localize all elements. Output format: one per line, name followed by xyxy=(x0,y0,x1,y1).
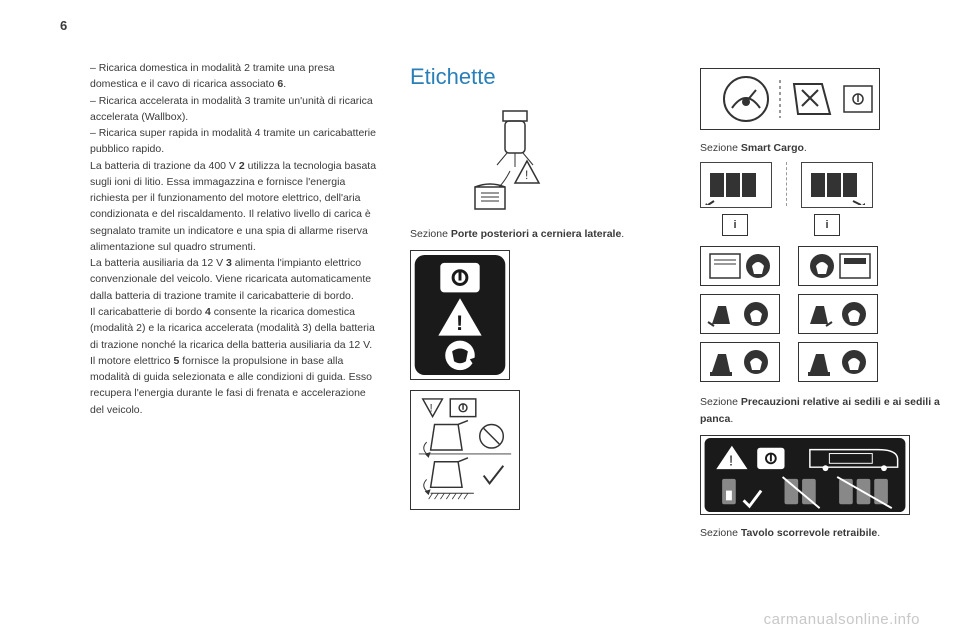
watermark: carmanualsonline.info xyxy=(764,611,920,628)
text: Sezione xyxy=(410,228,451,240)
text: utilizza la tecnologia basata sugli ioni… xyxy=(90,160,376,253)
seat-icon xyxy=(805,165,869,205)
svg-text:!: ! xyxy=(525,168,528,182)
cell-5 xyxy=(700,342,780,382)
text: Il caricabatterie di bordo xyxy=(90,306,205,318)
text: Sezione xyxy=(700,142,741,154)
bold-text: Smart Cargo xyxy=(741,142,804,154)
text: . xyxy=(804,142,807,154)
section-heading: Etichette xyxy=(410,60,670,94)
divider xyxy=(786,162,787,206)
para-4: La batteria di trazione da 400 V 2 utili… xyxy=(90,158,380,256)
warning-label-icon: ! xyxy=(410,251,510,379)
seat-pair-icon xyxy=(802,344,874,380)
text: . xyxy=(877,527,880,539)
seat-pair-icon xyxy=(704,296,776,332)
text: La batteria di trazione da 400 V xyxy=(90,160,239,172)
text: Il motore elettrico xyxy=(90,355,173,367)
para-6: Il caricabatterie di bordo 4 consente la… xyxy=(90,304,380,353)
para-2: – Ricarica accelerata in modalità 3 tram… xyxy=(90,93,380,126)
text: . xyxy=(621,228,624,240)
text: Sezione xyxy=(700,527,741,539)
para-1: – Ricarica domestica in modalità 2 trami… xyxy=(90,60,380,93)
seat-icon xyxy=(704,165,768,205)
figure-table-slide: ! xyxy=(700,435,910,515)
text: Sezione xyxy=(700,396,741,408)
figure-black-label: ! xyxy=(410,250,510,380)
column-right: Sezione Smart Cargo. xyxy=(700,60,950,547)
para-7: Il motore elettrico 5 fornisce la propul… xyxy=(90,353,380,418)
book-icon: i xyxy=(814,214,840,236)
svg-text:!: ! xyxy=(729,453,733,469)
para-5: La batteria ausiliaria da 12 V 3 aliment… xyxy=(90,255,380,304)
page-number: 6 xyxy=(60,18,67,33)
caption-doors: Sezione Porte posteriori a cerniera late… xyxy=(410,226,670,242)
seat-row-1 xyxy=(700,162,950,208)
table-label-icon: ! xyxy=(700,436,910,514)
text: . xyxy=(730,413,733,425)
svg-text:!: ! xyxy=(456,310,463,335)
book-row: i i xyxy=(718,214,950,236)
cell-4 xyxy=(798,294,878,334)
bold-text: Porte posteriori a cerniera laterale xyxy=(451,228,621,240)
seat-rear-right xyxy=(801,162,873,208)
seat-rear-left xyxy=(700,162,772,208)
seat-pair-icon xyxy=(704,344,776,380)
column-middle: Etichette ! Sezione Porte posteriori a c… xyxy=(410,60,670,547)
cell-1 xyxy=(700,246,780,286)
seat-fold-icon: ! xyxy=(414,395,516,505)
cell-3 xyxy=(700,294,780,334)
book-icon: i xyxy=(722,214,748,236)
figure-smart-cargo xyxy=(700,68,880,130)
figure-bottle: ! xyxy=(450,106,580,216)
seat-pair-icon xyxy=(802,296,874,332)
caption-precautions: Sezione Precauzioni relative ai sedili e… xyxy=(700,394,950,427)
seat-precaution-grid xyxy=(700,246,950,382)
cell-2 xyxy=(798,246,878,286)
seat-pair-icon xyxy=(704,248,776,284)
bold-text: Tavolo scorrevole retraibile xyxy=(741,527,877,539)
caption-smart-cargo: Sezione Smart Cargo. xyxy=(700,140,950,156)
para-3: – Ricarica super rapida in modalità 4 tr… xyxy=(90,125,380,158)
svg-text:!: ! xyxy=(430,403,433,415)
bottle-warning-icon: ! xyxy=(455,109,575,214)
text: – Ricarica domestica in modalità 2 trami… xyxy=(90,62,335,90)
caption-table: Sezione Tavolo scorrevole retraibile. xyxy=(700,525,950,541)
page-content: – Ricarica domestica in modalità 2 trami… xyxy=(0,0,960,547)
cell-6 xyxy=(798,342,878,382)
seat-pair-icon xyxy=(802,248,874,284)
figure-seat-fold: ! xyxy=(410,390,520,510)
column-left: – Ricarica domestica in modalità 2 trami… xyxy=(90,60,380,547)
text: . xyxy=(283,78,286,90)
text: La batteria ausiliaria da 12 V xyxy=(90,257,226,269)
smart-cargo-icon xyxy=(702,70,878,128)
